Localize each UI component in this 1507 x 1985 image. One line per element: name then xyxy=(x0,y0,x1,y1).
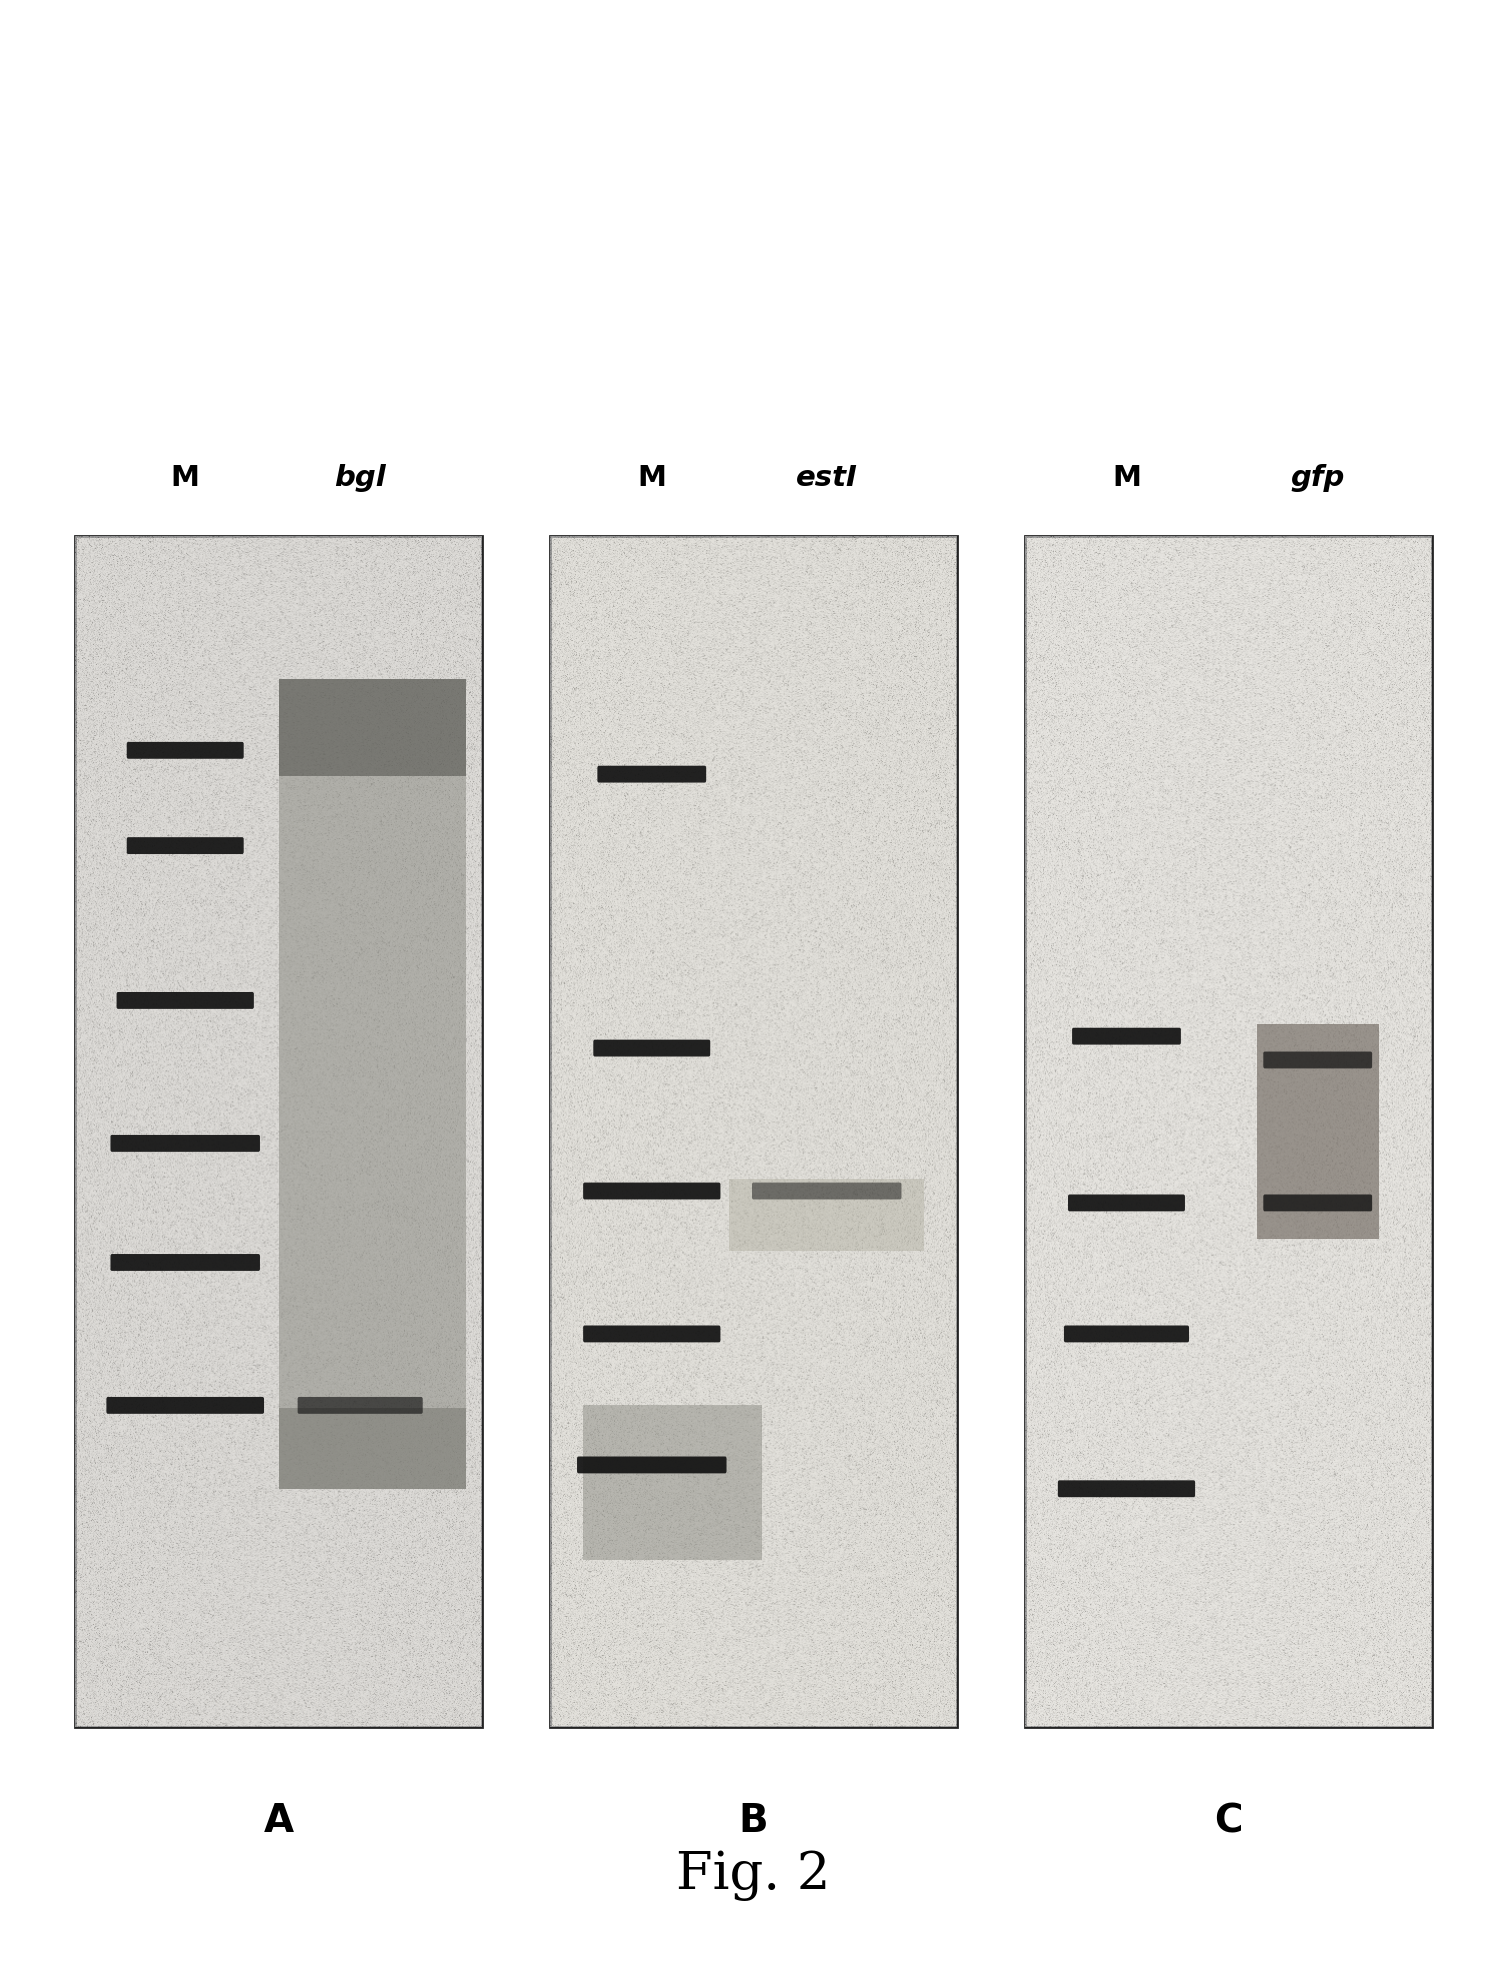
Text: estI: estI xyxy=(796,464,857,492)
Text: bgl: bgl xyxy=(335,464,386,492)
Text: M: M xyxy=(1112,464,1141,492)
Text: M: M xyxy=(637,464,666,492)
Text: A: A xyxy=(264,1802,294,1840)
Text: gfp: gfp xyxy=(1290,464,1344,492)
Text: C: C xyxy=(1215,1802,1242,1840)
Text: B: B xyxy=(738,1802,769,1840)
Text: Fig. 2: Fig. 2 xyxy=(677,1850,830,1902)
Text: M: M xyxy=(170,464,200,492)
